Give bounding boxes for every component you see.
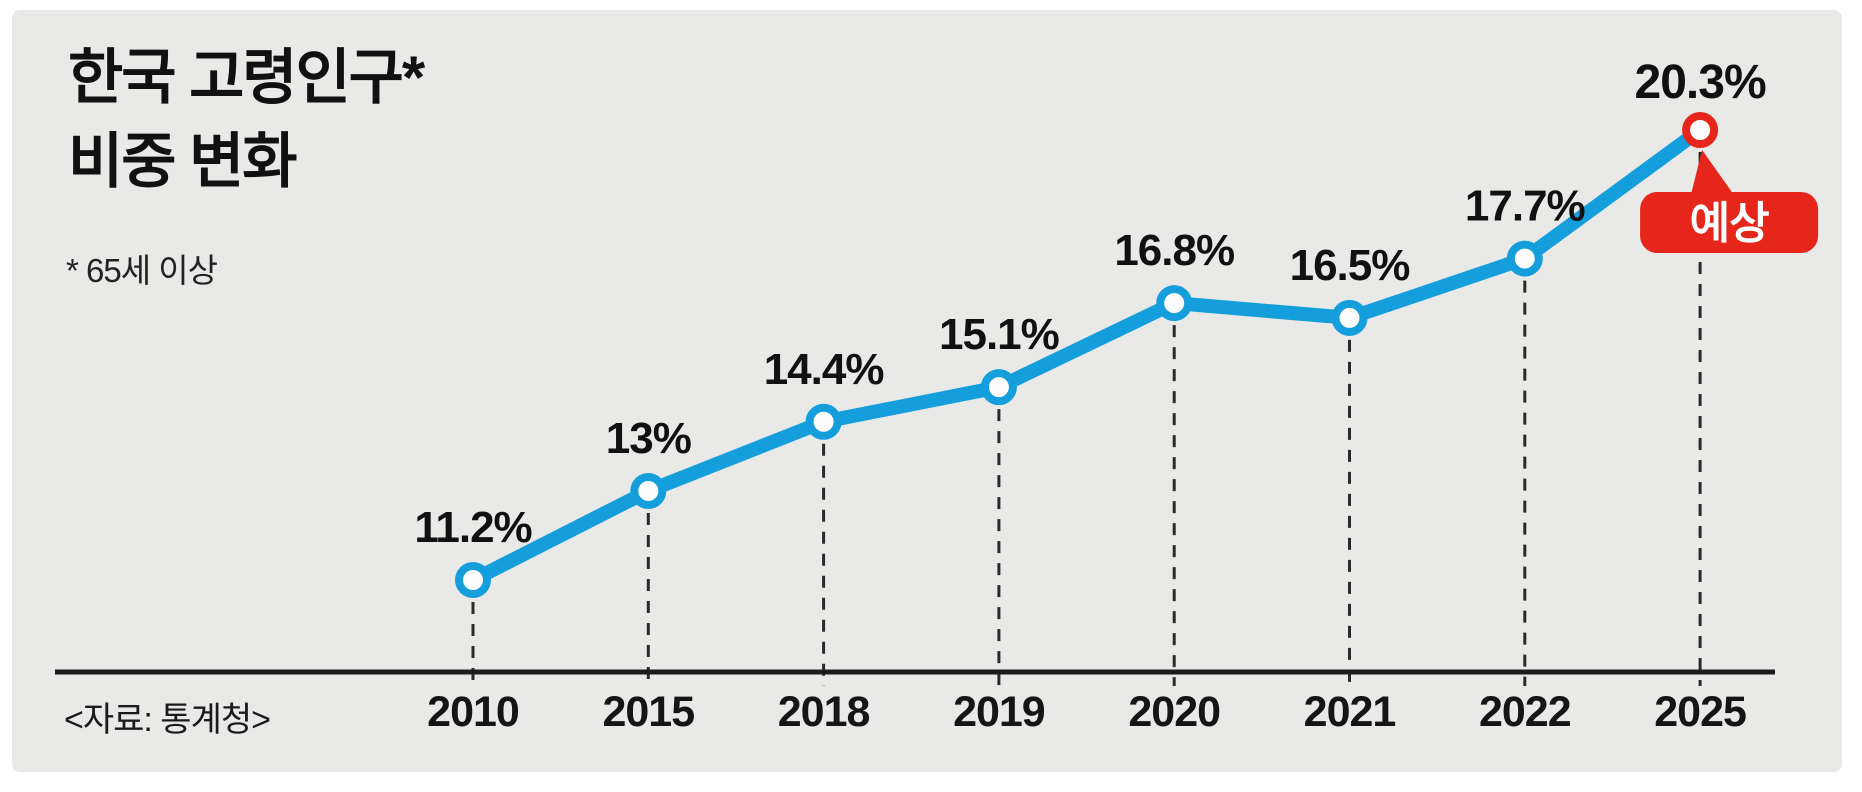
x-tick-label-2019: 2019 bbox=[953, 688, 1045, 736]
data-point-2021 bbox=[1331, 299, 1368, 336]
x-tick-label-2018: 2018 bbox=[778, 688, 870, 736]
chart-panel-background bbox=[12, 10, 1842, 772]
value-label-2022: 17.7% bbox=[1465, 182, 1585, 231]
series-line bbox=[466, 123, 1708, 587]
x-tick-label-2010: 2010 bbox=[427, 688, 519, 736]
footnote: * 65세 이상 bbox=[66, 252, 218, 289]
x-tick-label-2020: 2020 bbox=[1128, 688, 1220, 736]
data-point-2019 bbox=[980, 369, 1017, 406]
forecast-badge-label: 예상 bbox=[1690, 199, 1769, 248]
data-point-2015 bbox=[630, 472, 667, 509]
value-label-2018: 14.4% bbox=[764, 345, 884, 394]
data-point-2018 bbox=[805, 403, 842, 440]
forecast-badge bbox=[1640, 192, 1819, 253]
value-label-2019: 15.1% bbox=[939, 310, 1059, 359]
value-label-2010: 11.2% bbox=[414, 503, 531, 552]
data-point-2010 bbox=[455, 562, 491, 598]
value-label-2025: 20.3% bbox=[1635, 56, 1766, 109]
forecast-badge-tail bbox=[1690, 150, 1737, 198]
value-label-2021: 16.5% bbox=[1290, 241, 1410, 290]
data-point-2022 bbox=[1506, 240, 1543, 277]
x-tick-label-2022: 2022 bbox=[1479, 688, 1571, 736]
page-title-line2: 비중 변화 bbox=[68, 128, 297, 195]
data-point-2025 bbox=[1682, 112, 1719, 148]
x-tick-label-2015: 2015 bbox=[602, 688, 694, 736]
value-label-2020: 16.8% bbox=[1114, 226, 1234, 275]
x-tick-label-2025: 2025 bbox=[1654, 688, 1746, 736]
data-point-2020 bbox=[1156, 285, 1193, 322]
page-title-line1: 한국 고령인구* bbox=[68, 44, 425, 111]
source-label: <자료: 통계청> bbox=[64, 701, 271, 739]
x-tick-label-2021: 2021 bbox=[1304, 688, 1396, 736]
page-title: 한국 고령인구* 비중 변화 bbox=[68, 36, 425, 204]
value-label-2015: 13% bbox=[606, 414, 691, 463]
